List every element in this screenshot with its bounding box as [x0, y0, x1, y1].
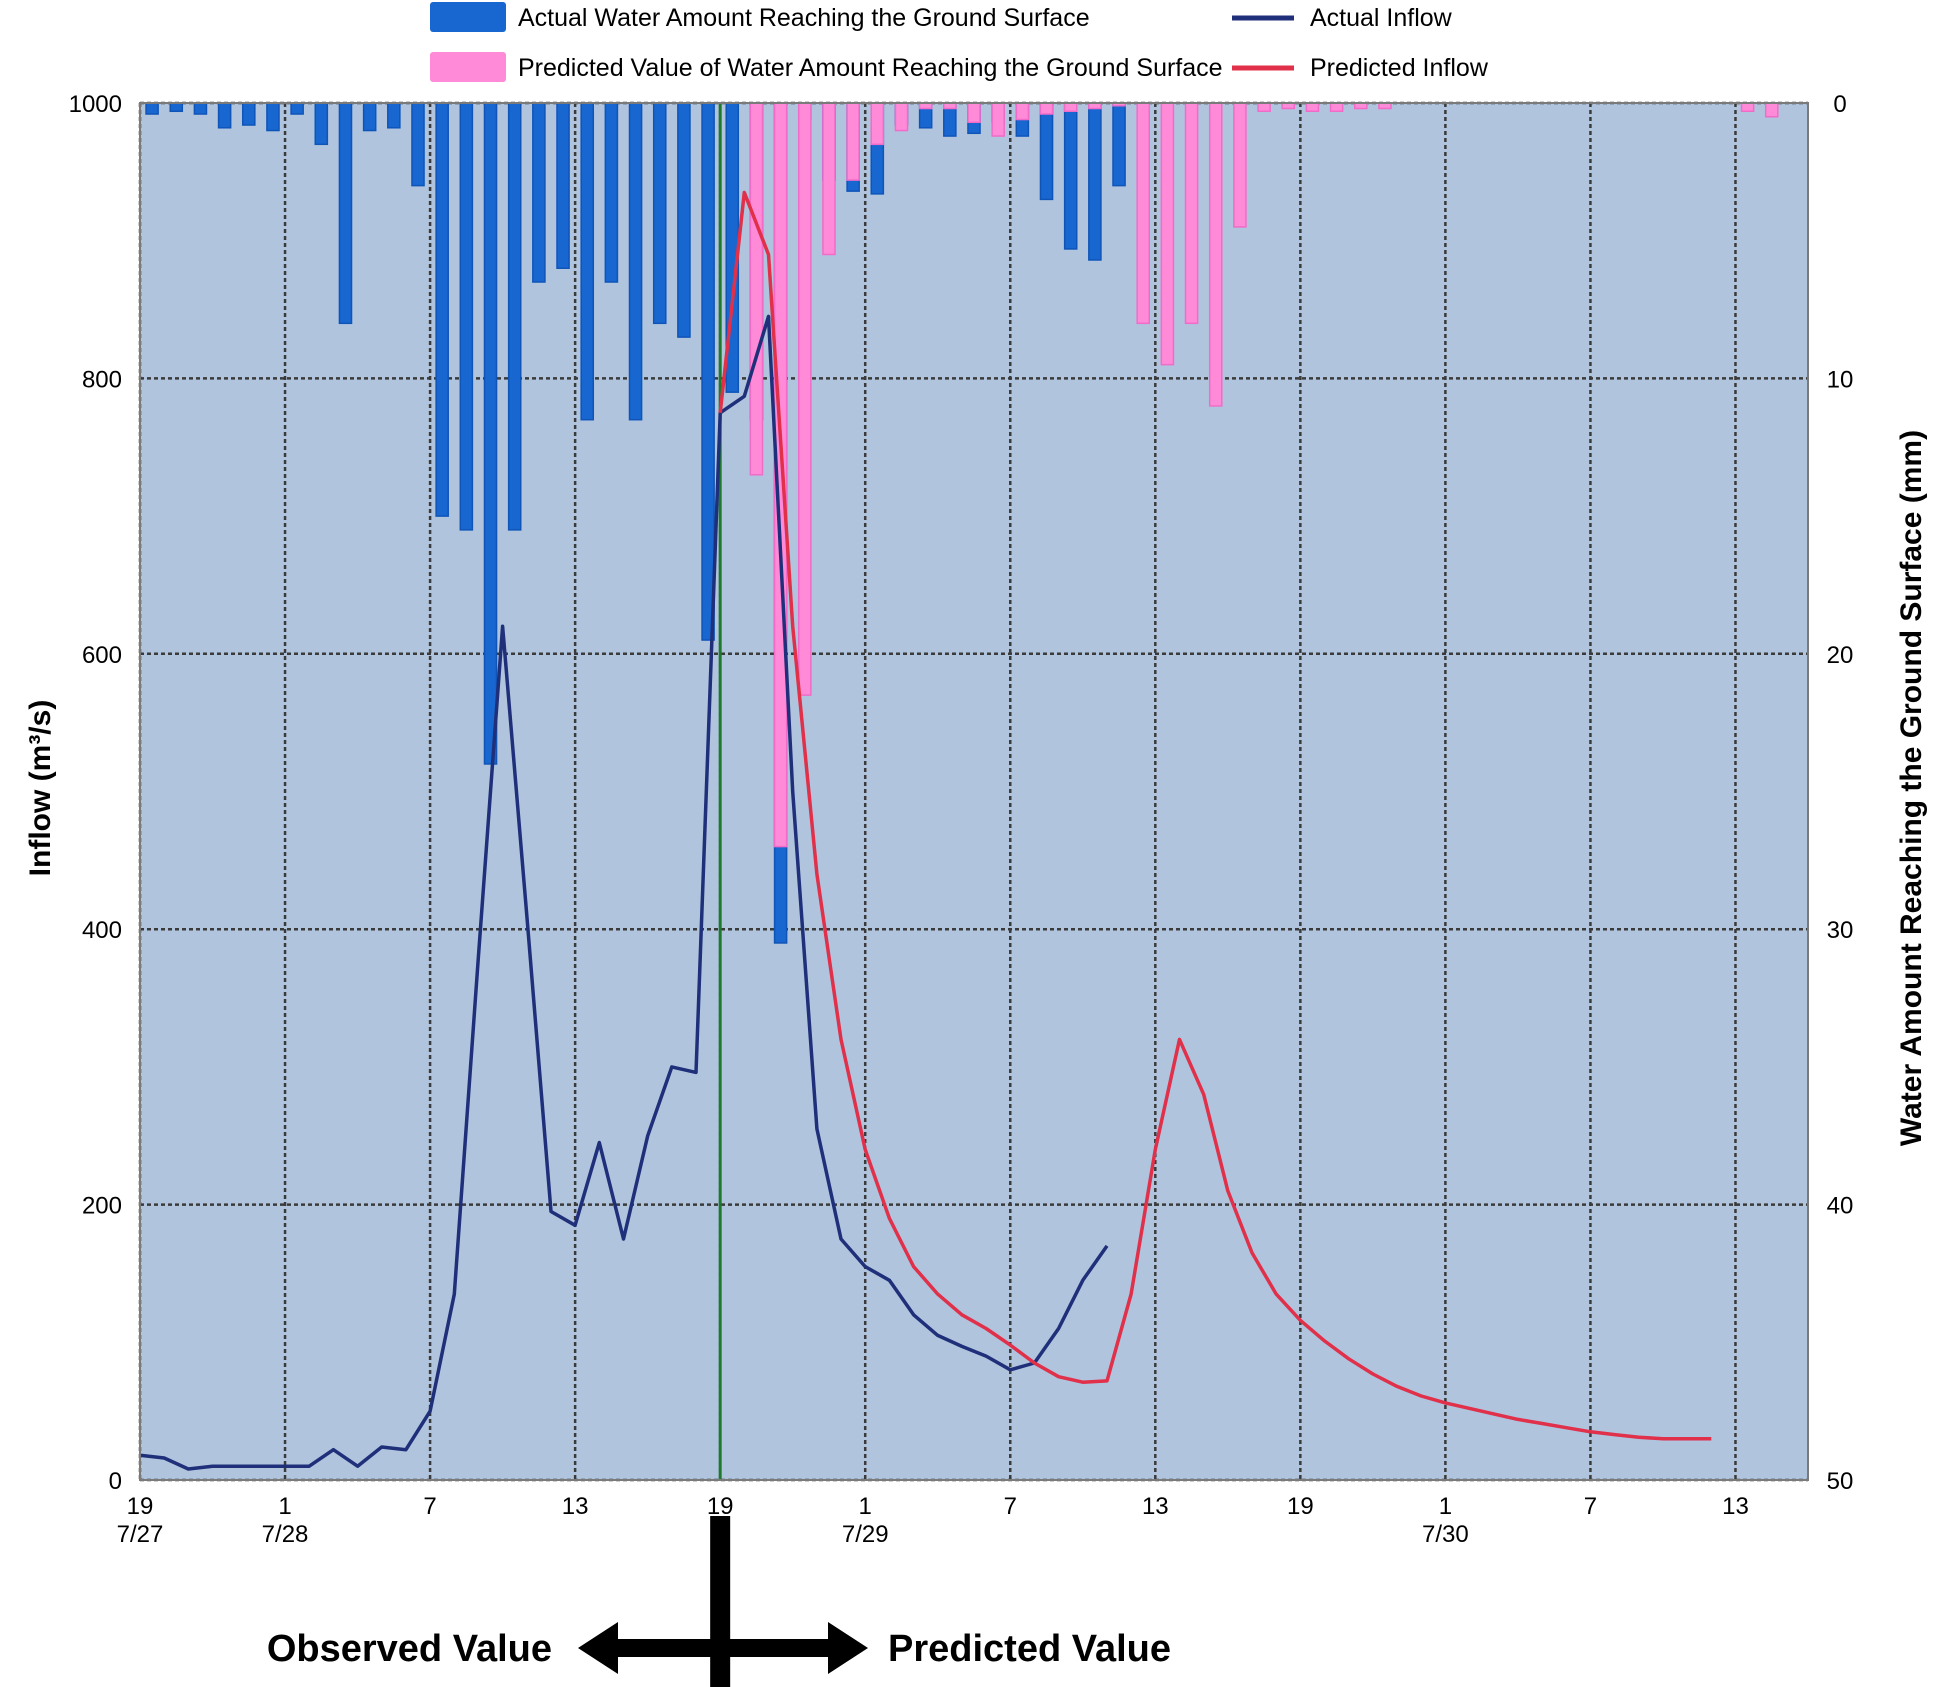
bar — [1184, 102, 1199, 325]
bar — [580, 102, 595, 421]
bar — [1039, 102, 1054, 201]
bar — [1063, 102, 1078, 113]
legend-label: Actual Inflow — [1310, 4, 1453, 32]
x-tick-label: 7 — [423, 1493, 436, 1520]
legend-swatch — [430, 2, 506, 32]
inflow-lines — [139, 190, 1712, 1471]
y2-tick-label: 0 — [1833, 91, 1846, 118]
x-tick-label: 7 — [1004, 1493, 1017, 1520]
bar — [797, 102, 812, 696]
bar — [894, 102, 909, 132]
bar — [387, 102, 401, 129]
x-tick-label: 13 — [1722, 1493, 1749, 1520]
y2-axis-title: Water Amount Reaching the Ground Surface… — [1895, 430, 1928, 1146]
bar — [749, 102, 764, 476]
bar — [677, 102, 691, 338]
plot-frame — [139, 102, 1809, 1481]
y-axis-title: Inflow (m³/s) — [24, 700, 57, 877]
y-tick-label: 0 — [109, 1468, 122, 1495]
bar — [701, 102, 715, 641]
x-tick-label: 19 — [1287, 1493, 1314, 1520]
bar — [870, 102, 885, 146]
bar — [169, 102, 184, 113]
bar — [145, 102, 159, 115]
legend-label: Actual Water Amount Reaching the Ground … — [518, 4, 1090, 32]
y-tick-label: 600 — [82, 642, 122, 669]
x-tick-label: 19 — [127, 1493, 154, 1520]
bar — [1233, 102, 1247, 228]
plot-background — [140, 103, 1808, 1480]
bar — [556, 102, 570, 269]
bar — [967, 102, 981, 124]
y-tick-label: 1000 — [69, 91, 122, 118]
observed-predicted-annotation: Observed Value Predicted Value — [267, 1516, 1171, 1687]
bar — [1329, 102, 1344, 113]
x-tick-label: 13 — [562, 1493, 589, 1520]
bar — [1088, 102, 1102, 261]
bar — [1015, 102, 1030, 121]
bar — [435, 102, 449, 517]
bar — [411, 102, 425, 187]
bar — [628, 102, 643, 421]
bar — [604, 102, 619, 283]
bar — [266, 102, 280, 132]
divider-marker — [710, 1516, 731, 1687]
x-tick-date-label: 7/28 — [262, 1521, 309, 1548]
bar — [846, 102, 860, 181]
x-tick-date-label: 7/29 — [842, 1521, 889, 1548]
bar — [362, 102, 377, 132]
series-line — [718, 190, 1712, 1441]
x-tick-label: 1 — [1439, 1493, 1452, 1520]
legend-swatch — [430, 52, 506, 82]
bar — [483, 102, 498, 765]
bar — [241, 102, 256, 126]
bar — [338, 102, 353, 325]
legend: Actual Water Amount Reaching the Ground … — [430, 2, 1489, 82]
x-tick-date-label: 7/27 — [117, 1521, 164, 1548]
bar — [652, 102, 667, 325]
bar — [532, 102, 546, 283]
bar — [290, 102, 304, 115]
y2-tick-label: 30 — [1827, 917, 1854, 944]
y2-tick-label: 50 — [1827, 1468, 1854, 1495]
bar — [1063, 102, 1078, 250]
bar — [1039, 102, 1054, 115]
x-tick-label: 7 — [1584, 1493, 1597, 1520]
bar — [1112, 102, 1126, 187]
y-tick-label: 800 — [82, 366, 122, 393]
x-tick-label: 19 — [707, 1493, 734, 1520]
y2-tick-label: 40 — [1827, 1193, 1854, 1220]
bar — [507, 102, 522, 531]
double-arrow-icon — [578, 1622, 868, 1674]
bar — [991, 102, 1005, 137]
y-tick-label: 400 — [82, 917, 122, 944]
bar — [1160, 102, 1175, 366]
predicted-value-label: Predicted Value — [888, 1628, 1171, 1670]
bar — [1136, 102, 1151, 325]
y2-tick-label: 20 — [1827, 642, 1854, 669]
x-tick-date-label: 7/30 — [1422, 1521, 1469, 1548]
bar — [1305, 102, 1320, 113]
y2-tick-label: 10 — [1827, 366, 1854, 393]
bar — [1740, 102, 1755, 113]
bar — [217, 102, 232, 129]
legend-label: Predicted Inflow — [1310, 54, 1489, 82]
bar — [1208, 102, 1223, 407]
x-tick-label: 1 — [278, 1493, 291, 1520]
bar — [822, 102, 836, 256]
bar — [314, 102, 329, 146]
series-line — [139, 314, 1109, 1471]
bar — [1257, 102, 1271, 113]
observed-value-label: Observed Value — [267, 1628, 552, 1670]
bar — [193, 102, 208, 115]
bar — [459, 102, 474, 531]
x-tick-label: 1 — [859, 1493, 872, 1520]
rainfall-bars — [145, 102, 1779, 944]
x-tick-label: 13 — [1142, 1493, 1169, 1520]
bar — [1764, 102, 1779, 118]
legend-label: Predicted Value of Water Amount Reaching… — [518, 54, 1223, 82]
y-tick-label: 200 — [82, 1193, 122, 1220]
